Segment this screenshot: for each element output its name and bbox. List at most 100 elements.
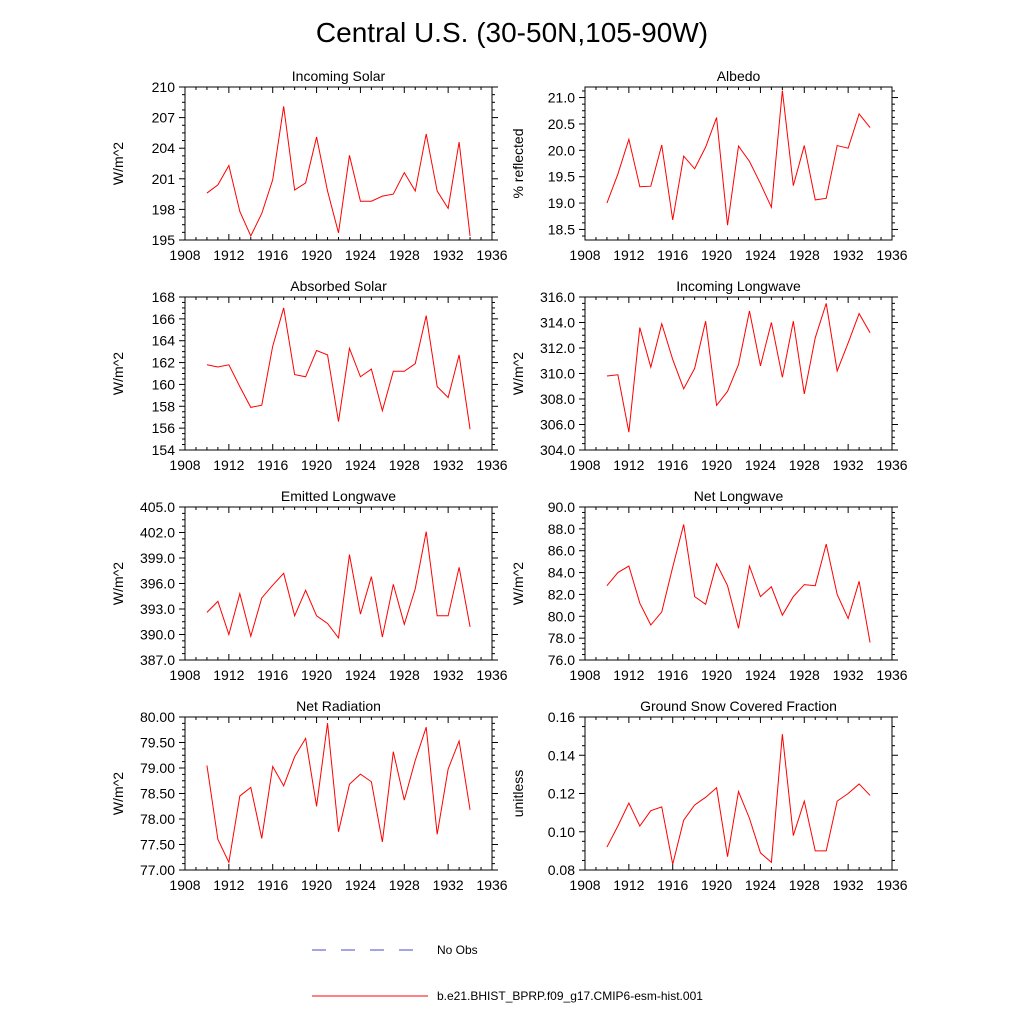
x-tick-label: 1928 [389,877,420,893]
x-tick-label: 1912 [613,457,644,473]
x-tick-label: 1928 [789,877,820,893]
series-line [206,531,471,640]
panel-title: Ground Snow Covered Fraction [640,698,837,714]
x-tick-label: 1920 [701,667,732,683]
x-tick-label: 1924 [745,877,776,893]
y-tick-label: 316.0 [540,289,575,305]
y-tick-label: 78.50 [140,786,175,802]
y-tick-label: 76.0 [548,652,575,668]
x-tick-label: 1920 [301,667,332,683]
y-tick-label: 390.0 [140,627,175,643]
plot-frame [584,296,893,451]
x-tick-label: 1932 [833,877,864,893]
chart-panel: Incoming Solar W/m^2 1908 1912 1916 1920 1924 1… [110,68,508,263]
x-tick-label: 1932 [833,247,864,263]
x-tick-label: 1928 [789,457,820,473]
x-tick-label: 1920 [701,457,732,473]
y-axis-label: % reflected [510,128,526,198]
chart-panel: Ground Snow Covered Fraction unitless 1908… [510,698,908,893]
x-tick-label: 1912 [613,667,644,683]
x-tick-label: 1936 [476,457,507,473]
x-tick-label: 1932 [433,247,464,263]
x-tick-label: 1912 [213,877,244,893]
x-tick-label: 1932 [833,667,864,683]
y-tick-label: 312.0 [540,340,575,356]
y-tick-label: 88.0 [548,521,575,537]
x-tick-label: 1908 [169,667,200,683]
panel-title: Absorbed Solar [290,278,387,294]
figure-title: Central U.S. (30-50N,105-90W) [316,17,708,48]
y-tick-label: 78.00 [140,811,175,827]
x-tick-label: 1920 [301,457,332,473]
x-tick-label: 1924 [345,667,376,683]
y-tick-label: 195 [152,232,176,248]
x-tick-label: 1928 [789,667,820,683]
x-tick-label: 1912 [613,877,644,893]
y-tick-label: 80.0 [548,608,575,624]
y-tick-label: 77.50 [140,837,175,853]
y-tick-label: 198 [152,201,176,217]
x-tick-label: 1908 [569,667,600,683]
x-tick-label: 1932 [833,457,864,473]
y-tick-label: 78.0 [548,630,575,646]
y-tick-label: 387.0 [140,652,175,668]
y-tick-label: 310.0 [540,366,575,382]
y-tick-label: 160 [152,376,176,392]
y-tick-label: 0.10 [548,824,575,840]
y-axis-label: W/m^2 [110,142,126,185]
y-tick-label: 18.5 [548,221,575,237]
x-tick-label: 1920 [701,247,732,263]
x-tick-label: 1932 [433,877,464,893]
x-tick-label: 1916 [657,247,688,263]
x-tick-label: 1924 [745,667,776,683]
y-axis-label: W/m^2 [110,562,126,605]
y-tick-label: 201 [152,171,176,187]
chart-panel: Emitted Longwave W/m^2 1908 1912 1916 1920 192… [110,488,508,683]
y-tick-label: 0.14 [548,747,575,763]
x-tick-label: 1908 [569,877,600,893]
x-tick-label: 1916 [257,667,288,683]
chart-panel: Absorbed Solar W/m^2 1908 1912 1916 1920 1924 1… [110,278,508,473]
y-tick-label: 80.00 [140,709,175,725]
y-tick-label: 158 [152,398,176,414]
panel-title: Emitted Longwave [281,488,396,504]
chart-panels: Incoming Solar W/m^2 1908 1912 1916 1920 1924 1… [110,68,908,893]
y-tick-label: 0.08 [548,862,575,878]
x-tick-label: 1920 [301,247,332,263]
y-tick-label: 304.0 [540,442,575,458]
panel-title: Albedo [717,68,761,84]
plot-frame [184,86,493,241]
x-tick-label: 1924 [745,457,776,473]
y-tick-label: 306.0 [540,417,575,433]
y-tick-label: 86.0 [548,543,575,559]
y-tick-label: 405.0 [140,499,175,515]
series-line [606,734,871,865]
x-tick-label: 1908 [169,877,200,893]
x-tick-label: 1908 [569,247,600,263]
y-tick-label: 154 [152,442,176,458]
x-tick-label: 1916 [657,667,688,683]
y-tick-label: 84.0 [548,565,575,581]
x-tick-label: 1936 [476,877,507,893]
chart-panel: Net Radiation W/m^2 1908 1912 1916 1920 1924 19… [110,698,508,893]
x-tick-label: 1928 [389,247,420,263]
panel-title: Net Longwave [694,488,784,504]
x-tick-label: 1916 [657,457,688,473]
x-tick-label: 1936 [876,457,907,473]
y-tick-label: 396.0 [140,576,175,592]
legend-label-model-run: b.e21.BHIST_BPRP.f09_g17.CMIP6-esm-hist.… [437,989,703,1003]
x-tick-label: 1924 [745,247,776,263]
y-tick-label: 314.0 [540,315,575,331]
y-tick-label: 0.12 [548,786,575,802]
x-tick-label: 1916 [257,247,288,263]
panel-title: Incoming Solar [292,68,386,84]
legend: No Obs b.e21.BHIST_BPRP.f09_g17.CMIP6-es… [312,943,703,1003]
series-line [606,90,871,226]
x-tick-label: 1912 [213,667,244,683]
y-tick-label: 164 [152,333,176,349]
x-tick-label: 1908 [169,457,200,473]
x-tick-label: 1936 [876,247,907,263]
x-tick-label: 1936 [876,877,907,893]
y-tick-label: 162 [152,355,176,371]
